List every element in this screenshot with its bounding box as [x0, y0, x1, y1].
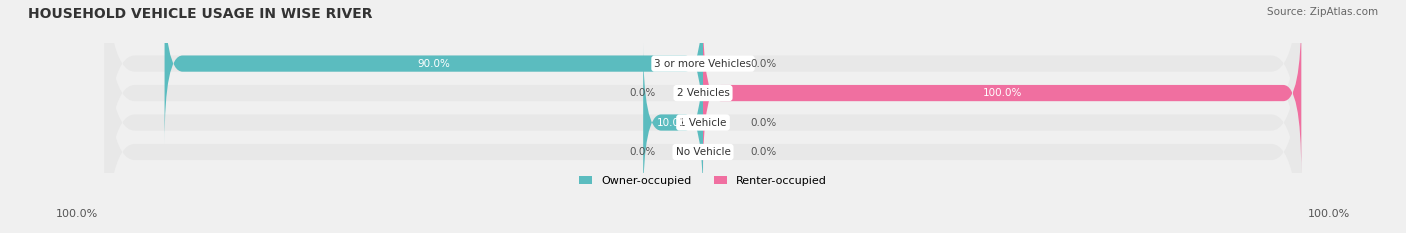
Text: 3 or more Vehicles: 3 or more Vehicles [654, 58, 752, 69]
FancyBboxPatch shape [703, 13, 1302, 173]
Text: 0.0%: 0.0% [628, 88, 655, 98]
Text: 90.0%: 90.0% [418, 58, 450, 69]
Text: 0.0%: 0.0% [751, 117, 778, 127]
FancyBboxPatch shape [104, 13, 1302, 233]
Text: HOUSEHOLD VEHICLE USAGE IN WISE RIVER: HOUSEHOLD VEHICLE USAGE IN WISE RIVER [28, 7, 373, 21]
Text: 1 Vehicle: 1 Vehicle [679, 117, 727, 127]
FancyBboxPatch shape [104, 0, 1302, 203]
Text: 0.0%: 0.0% [751, 147, 778, 157]
Text: 100.0%: 100.0% [56, 209, 98, 219]
Text: 0.0%: 0.0% [628, 147, 655, 157]
Text: 0.0%: 0.0% [751, 58, 778, 69]
FancyBboxPatch shape [643, 42, 703, 203]
Text: No Vehicle: No Vehicle [675, 147, 731, 157]
FancyBboxPatch shape [104, 0, 1302, 232]
Text: 100.0%: 100.0% [1308, 209, 1350, 219]
Text: 10.0%: 10.0% [657, 117, 689, 127]
Text: 100.0%: 100.0% [983, 88, 1022, 98]
FancyBboxPatch shape [165, 0, 703, 144]
Text: Source: ZipAtlas.com: Source: ZipAtlas.com [1267, 7, 1378, 17]
Text: 2 Vehicles: 2 Vehicles [676, 88, 730, 98]
Legend: Owner-occupied, Renter-occupied: Owner-occupied, Renter-occupied [575, 171, 831, 190]
FancyBboxPatch shape [104, 0, 1302, 233]
